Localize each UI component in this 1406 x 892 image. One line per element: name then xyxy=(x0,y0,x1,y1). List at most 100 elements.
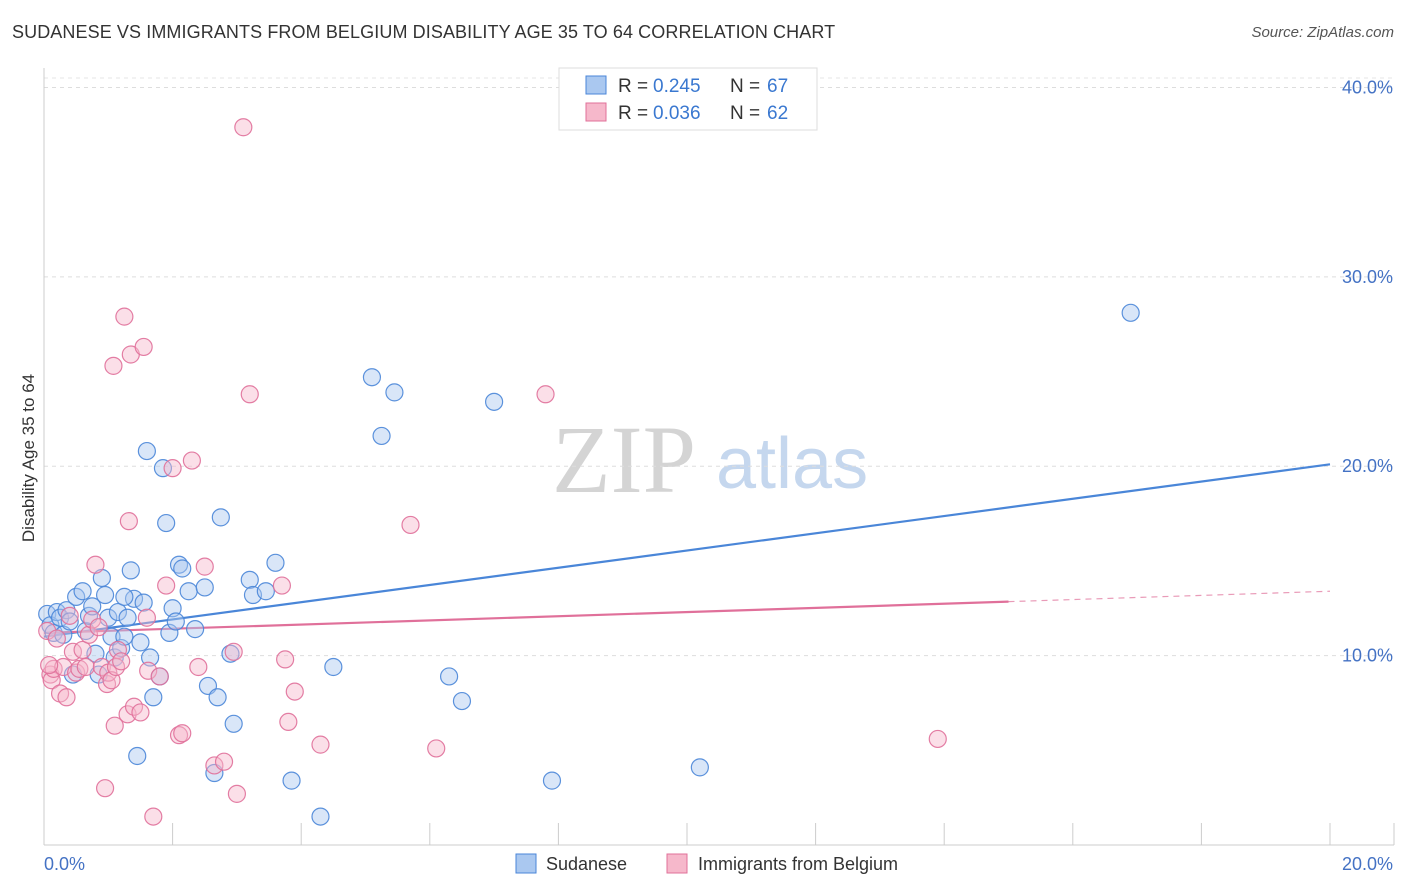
watermark-zip: ZIP xyxy=(552,406,696,513)
point-belgium-48 xyxy=(227,784,246,803)
bottom-legend-label-sudanese: Sudanese xyxy=(546,854,627,874)
point-belgium-41 xyxy=(173,724,192,743)
point-sudanese-51 xyxy=(256,582,275,601)
chart-title: SUDANESE VS IMMIGRANTS FROM BELGIUM DISA… xyxy=(12,22,836,42)
point-sudanese-17 xyxy=(99,608,118,627)
point-belgium-29 xyxy=(119,512,138,531)
legend-r-label-1: R = xyxy=(618,76,648,97)
point-sudanese-58 xyxy=(385,383,404,402)
point-sudanese-37 xyxy=(166,612,185,631)
point-belgium-57 xyxy=(427,739,446,758)
point-belgium-34 xyxy=(137,608,156,627)
point-belgium-42 xyxy=(182,451,201,470)
point-sudanese-20 xyxy=(108,602,128,622)
point-sudanese-12 xyxy=(83,597,102,616)
point-belgium-15 xyxy=(83,610,102,629)
point-sudanese-26 xyxy=(128,746,147,766)
point-belgium-25 xyxy=(108,640,128,660)
point-sudanese-63 xyxy=(690,758,709,777)
point-belgium-40 xyxy=(169,726,189,745)
gridlines xyxy=(44,77,1394,657)
point-sudanese-42 xyxy=(195,578,214,597)
data-points xyxy=(38,118,1140,826)
point-belgium-14 xyxy=(79,625,99,644)
point-belgium-27 xyxy=(115,307,134,326)
point-sudanese-52 xyxy=(266,553,285,572)
point-sudanese-16 xyxy=(95,585,115,605)
series-legend: Sudanese Immigrants from Belgium xyxy=(515,853,898,874)
point-belgium-8 xyxy=(60,606,79,625)
watermark-atlas: atlas xyxy=(716,424,868,504)
x-tick-label-end: 20.0% xyxy=(1342,854,1393,874)
point-belgium-16 xyxy=(86,555,105,574)
point-sudanese-33 xyxy=(153,459,173,478)
point-belgium-44 xyxy=(195,557,214,576)
point-belgium-33 xyxy=(134,337,153,357)
point-sudanese-30 xyxy=(140,648,160,667)
point-sudanese-64 xyxy=(1121,303,1140,322)
point-sudanese-56 xyxy=(362,368,382,387)
legend-r-label-2: R = xyxy=(618,103,648,124)
point-sudanese-49 xyxy=(240,570,259,589)
point-belgium-35 xyxy=(139,661,158,680)
point-belgium-17 xyxy=(89,618,108,637)
point-belgium-58 xyxy=(536,385,555,404)
point-sudanese-7 xyxy=(60,612,79,631)
point-sudanese-31 xyxy=(144,688,163,707)
legend-r-value-2: 0.036 xyxy=(653,103,701,124)
point-sudanese-39 xyxy=(173,559,192,578)
legend-n-value-2: 62 xyxy=(767,103,788,124)
trend-lines xyxy=(43,463,1331,638)
point-sudanese-57 xyxy=(372,426,391,446)
point-sudanese-66 xyxy=(115,587,134,607)
y-tick-label-30: 30.0% xyxy=(1342,267,1393,287)
point-sudanese-61 xyxy=(485,392,504,411)
chart-source: Source: ZipAtlas.com xyxy=(1251,24,1394,41)
point-belgium-60 xyxy=(40,655,59,675)
point-belgium-50 xyxy=(240,385,259,404)
point-belgium-7 xyxy=(57,688,76,707)
point-sudanese-60 xyxy=(452,691,472,711)
x-tick-label-start: 0.0% xyxy=(44,854,85,874)
legend-swatch-belgium xyxy=(585,102,607,122)
point-sudanese-21 xyxy=(112,638,131,658)
point-belgium-45 xyxy=(205,756,224,775)
point-belgium-43 xyxy=(189,657,208,677)
point-belgium-49 xyxy=(234,118,253,137)
tick-labels: 10.0% 20.0% 30.0% 40.0% 0.0% 20.0% xyxy=(44,77,1393,874)
point-belgium-19 xyxy=(95,779,115,798)
point-sudanese-27 xyxy=(131,633,150,652)
point-sudanese-55 xyxy=(324,657,343,677)
point-belgium-38 xyxy=(157,576,176,595)
point-sudanese-23 xyxy=(118,608,137,627)
point-sudanese-40 xyxy=(179,582,198,601)
point-belgium-55 xyxy=(311,735,330,754)
point-sudanese-53 xyxy=(282,771,301,790)
point-sudanese-48 xyxy=(224,714,243,733)
legend-swatch-sudanese xyxy=(585,75,607,95)
point-belgium-61 xyxy=(104,356,123,375)
point-belgium-51 xyxy=(272,576,292,595)
trend-line-belgium xyxy=(43,600,1009,634)
trend-line-sudanese xyxy=(43,463,1331,638)
point-belgium-11 xyxy=(70,659,89,678)
bottom-legend-swatch-sudanese xyxy=(515,853,537,874)
correlation-legend: R = 0.245 N = 67 R = 0.036 N = 62 xyxy=(558,67,818,131)
point-sudanese-54 xyxy=(311,807,330,826)
point-sudanese-62 xyxy=(542,771,562,790)
point-belgium-36 xyxy=(144,807,163,826)
point-belgium-59 xyxy=(928,729,947,749)
point-belgium-23 xyxy=(105,716,124,735)
point-belgium-37 xyxy=(150,667,169,686)
point-belgium-13 xyxy=(76,657,95,677)
point-belgium-56 xyxy=(401,515,420,535)
point-belgium-39 xyxy=(163,459,182,478)
point-belgium-12 xyxy=(73,640,92,660)
y-tick-label-40: 40.0% xyxy=(1342,77,1393,97)
legend-n-label-2: N = xyxy=(730,103,760,124)
point-sudanese-59 xyxy=(439,667,459,686)
point-belgium-52 xyxy=(276,650,295,669)
point-belgium-26 xyxy=(112,652,131,671)
point-sudanese-45 xyxy=(208,688,227,707)
point-belgium-32 xyxy=(131,703,150,722)
